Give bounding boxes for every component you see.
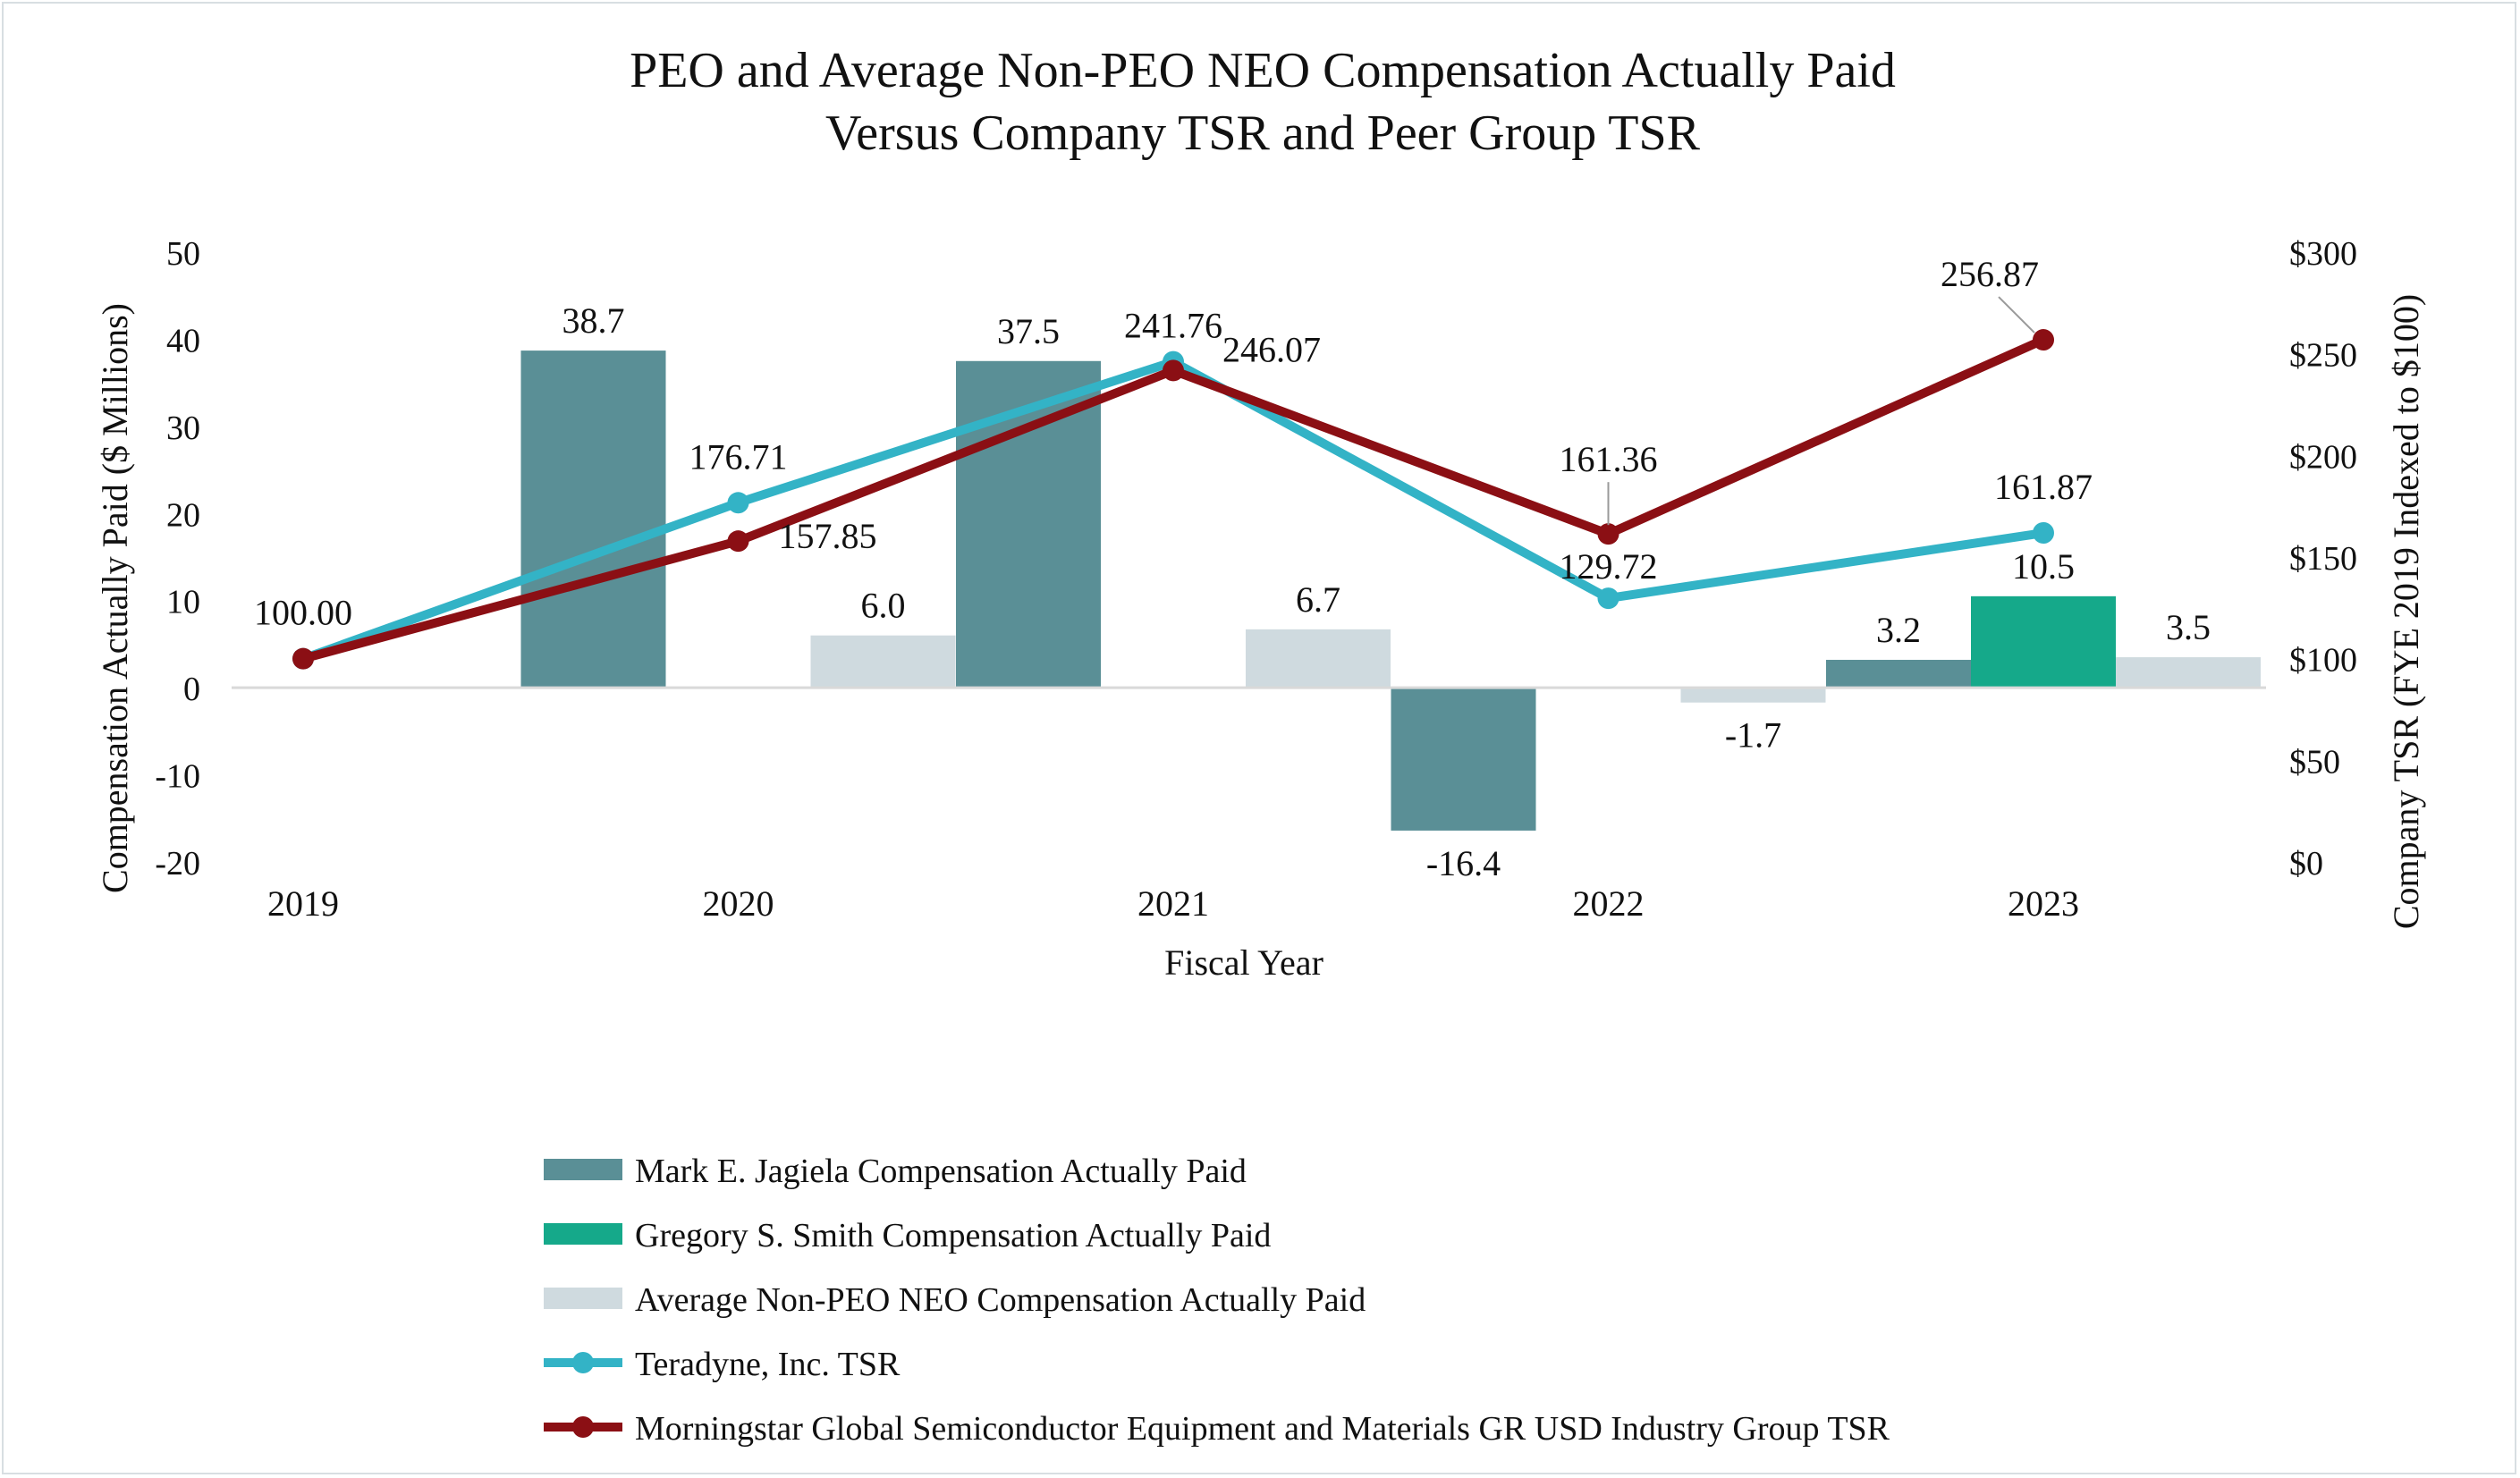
line-marker: [727, 530, 749, 553]
y-left-tick-label: -10: [155, 758, 200, 796]
line-data-label: 129.72: [1560, 546, 1658, 587]
x-axis: 2019 2020 2021 2022 2023: [267, 883, 2079, 924]
y-right-tick-label: $200: [2289, 438, 2357, 476]
bar-data-label: -1.7: [1725, 715, 1781, 756]
chart: PEO and Average Non-PEO NEO Compensation…: [95, 43, 2426, 1448]
y-axis-left-title: Compensation Actually Paid ($ Millions): [95, 303, 135, 893]
line-marker: [2033, 329, 2054, 351]
legend-marker: [572, 1416, 594, 1438]
legend-swatch: [544, 1288, 622, 1309]
bar: [810, 635, 956, 688]
line-marker: [2033, 522, 2054, 545]
bar-data-label: 6.7: [1296, 579, 1340, 620]
line-data-label: 246.07: [1222, 330, 1321, 370]
line-data-label: 256.87: [1941, 254, 2039, 294]
y-left-tick-label: 50: [166, 235, 200, 273]
bar: [1246, 629, 1391, 688]
legend-label: Teradyne, Inc. TSR: [635, 1346, 901, 1383]
bar: [1971, 595, 2116, 688]
y-left-tick-label: 40: [166, 322, 200, 359]
bar: [2116, 657, 2261, 688]
line-data-label: 176.71: [689, 436, 788, 477]
y-right-tick-label: $300: [2289, 235, 2357, 273]
line-data-label: 157.85: [779, 516, 877, 556]
legend-label: Average Non-PEO NEO Compensation Actuall…: [635, 1281, 1366, 1319]
bar: [520, 350, 666, 688]
chart-title: PEO and Average Non-PEO NEO Compensation…: [630, 43, 1896, 98]
y-left-tick-label: -20: [155, 845, 200, 883]
bar-data-label: -16.4: [1426, 843, 1501, 883]
y-left-tick-label: 0: [183, 671, 200, 708]
bar: [1680, 688, 1826, 703]
line-marker: [1597, 587, 1619, 610]
legend-label: Mark E. Jagiela Compensation Actually Pa…: [635, 1153, 1247, 1190]
x-axis-title: Fiscal Year: [1164, 942, 1323, 983]
line-marker: [727, 492, 749, 514]
line-group: [292, 329, 2054, 670]
legend: Mark E. Jagiela Compensation Actually Pa…: [544, 1153, 1890, 1448]
x-tick-label: 2020: [703, 883, 774, 924]
y-left-tick-label: 10: [166, 584, 200, 621]
y-right-tick-label: $150: [2289, 540, 2357, 578]
bar: [1826, 659, 1971, 688]
line-data-label: 100.00: [254, 593, 352, 633]
bar-group: [520, 350, 2261, 831]
y-axis-left: -20 -10 0 10 20 30 40 50: [155, 235, 200, 883]
x-tick-label: 2022: [1573, 883, 1645, 924]
bar-data-label: 38.7: [562, 300, 625, 341]
legend-swatch: [544, 1159, 622, 1180]
y-right-tick-label: $0: [2289, 845, 2323, 883]
line-data-label: 161.87: [1994, 467, 2093, 507]
line-marker: [1163, 359, 1184, 382]
legend-swatch: [544, 1223, 622, 1245]
y-left-tick-label: 30: [166, 410, 200, 447]
bar-data-label: 10.5: [2012, 546, 2075, 587]
bar: [956, 360, 1101, 688]
y-right-tick-label: $50: [2289, 743, 2340, 781]
legend-label: Morningstar Global Semiconductor Equipme…: [635, 1410, 1890, 1448]
y-axis-right-title: Company TSR (FYE 2019 Indexed to $100): [2386, 294, 2426, 929]
bar-data-label: 3.2: [1876, 610, 1921, 650]
y-right-tick-label: $250: [2289, 337, 2357, 375]
bar-data-label: 3.5: [2166, 607, 2211, 647]
y-left-tick-label: 20: [166, 496, 200, 534]
y-right-tick-label: $100: [2289, 642, 2357, 680]
leader-line: [1998, 296, 2035, 334]
x-tick-label: 2019: [267, 883, 339, 924]
data-label-group: 38.7 37.5 -16.4 3.2 10.5 6.0 6.7 -1.7 3.5 176.71 2…: [254, 254, 2211, 883]
bar: [1391, 688, 1536, 831]
line-data-label: 241.76: [1124, 305, 1222, 345]
x-tick-label: 2021: [1137, 883, 1209, 924]
chart-subtitle: Versus Company TSR and Peer Group TSR: [825, 106, 1701, 161]
line-marker: [292, 647, 314, 670]
legend-label: Gregory S. Smith Compensation Actually P…: [635, 1217, 1271, 1254]
bar-data-label: 37.5: [997, 311, 1060, 351]
legend-marker: [572, 1352, 594, 1373]
y-axis-right: $0 $50 $100 $150 $200 $250 $300: [2289, 235, 2357, 883]
line-marker: [1597, 523, 1619, 545]
x-tick-label: 2023: [2008, 883, 2079, 924]
line-data-label: 161.36: [1560, 439, 1658, 479]
bar-data-label: 6.0: [861, 586, 906, 626]
